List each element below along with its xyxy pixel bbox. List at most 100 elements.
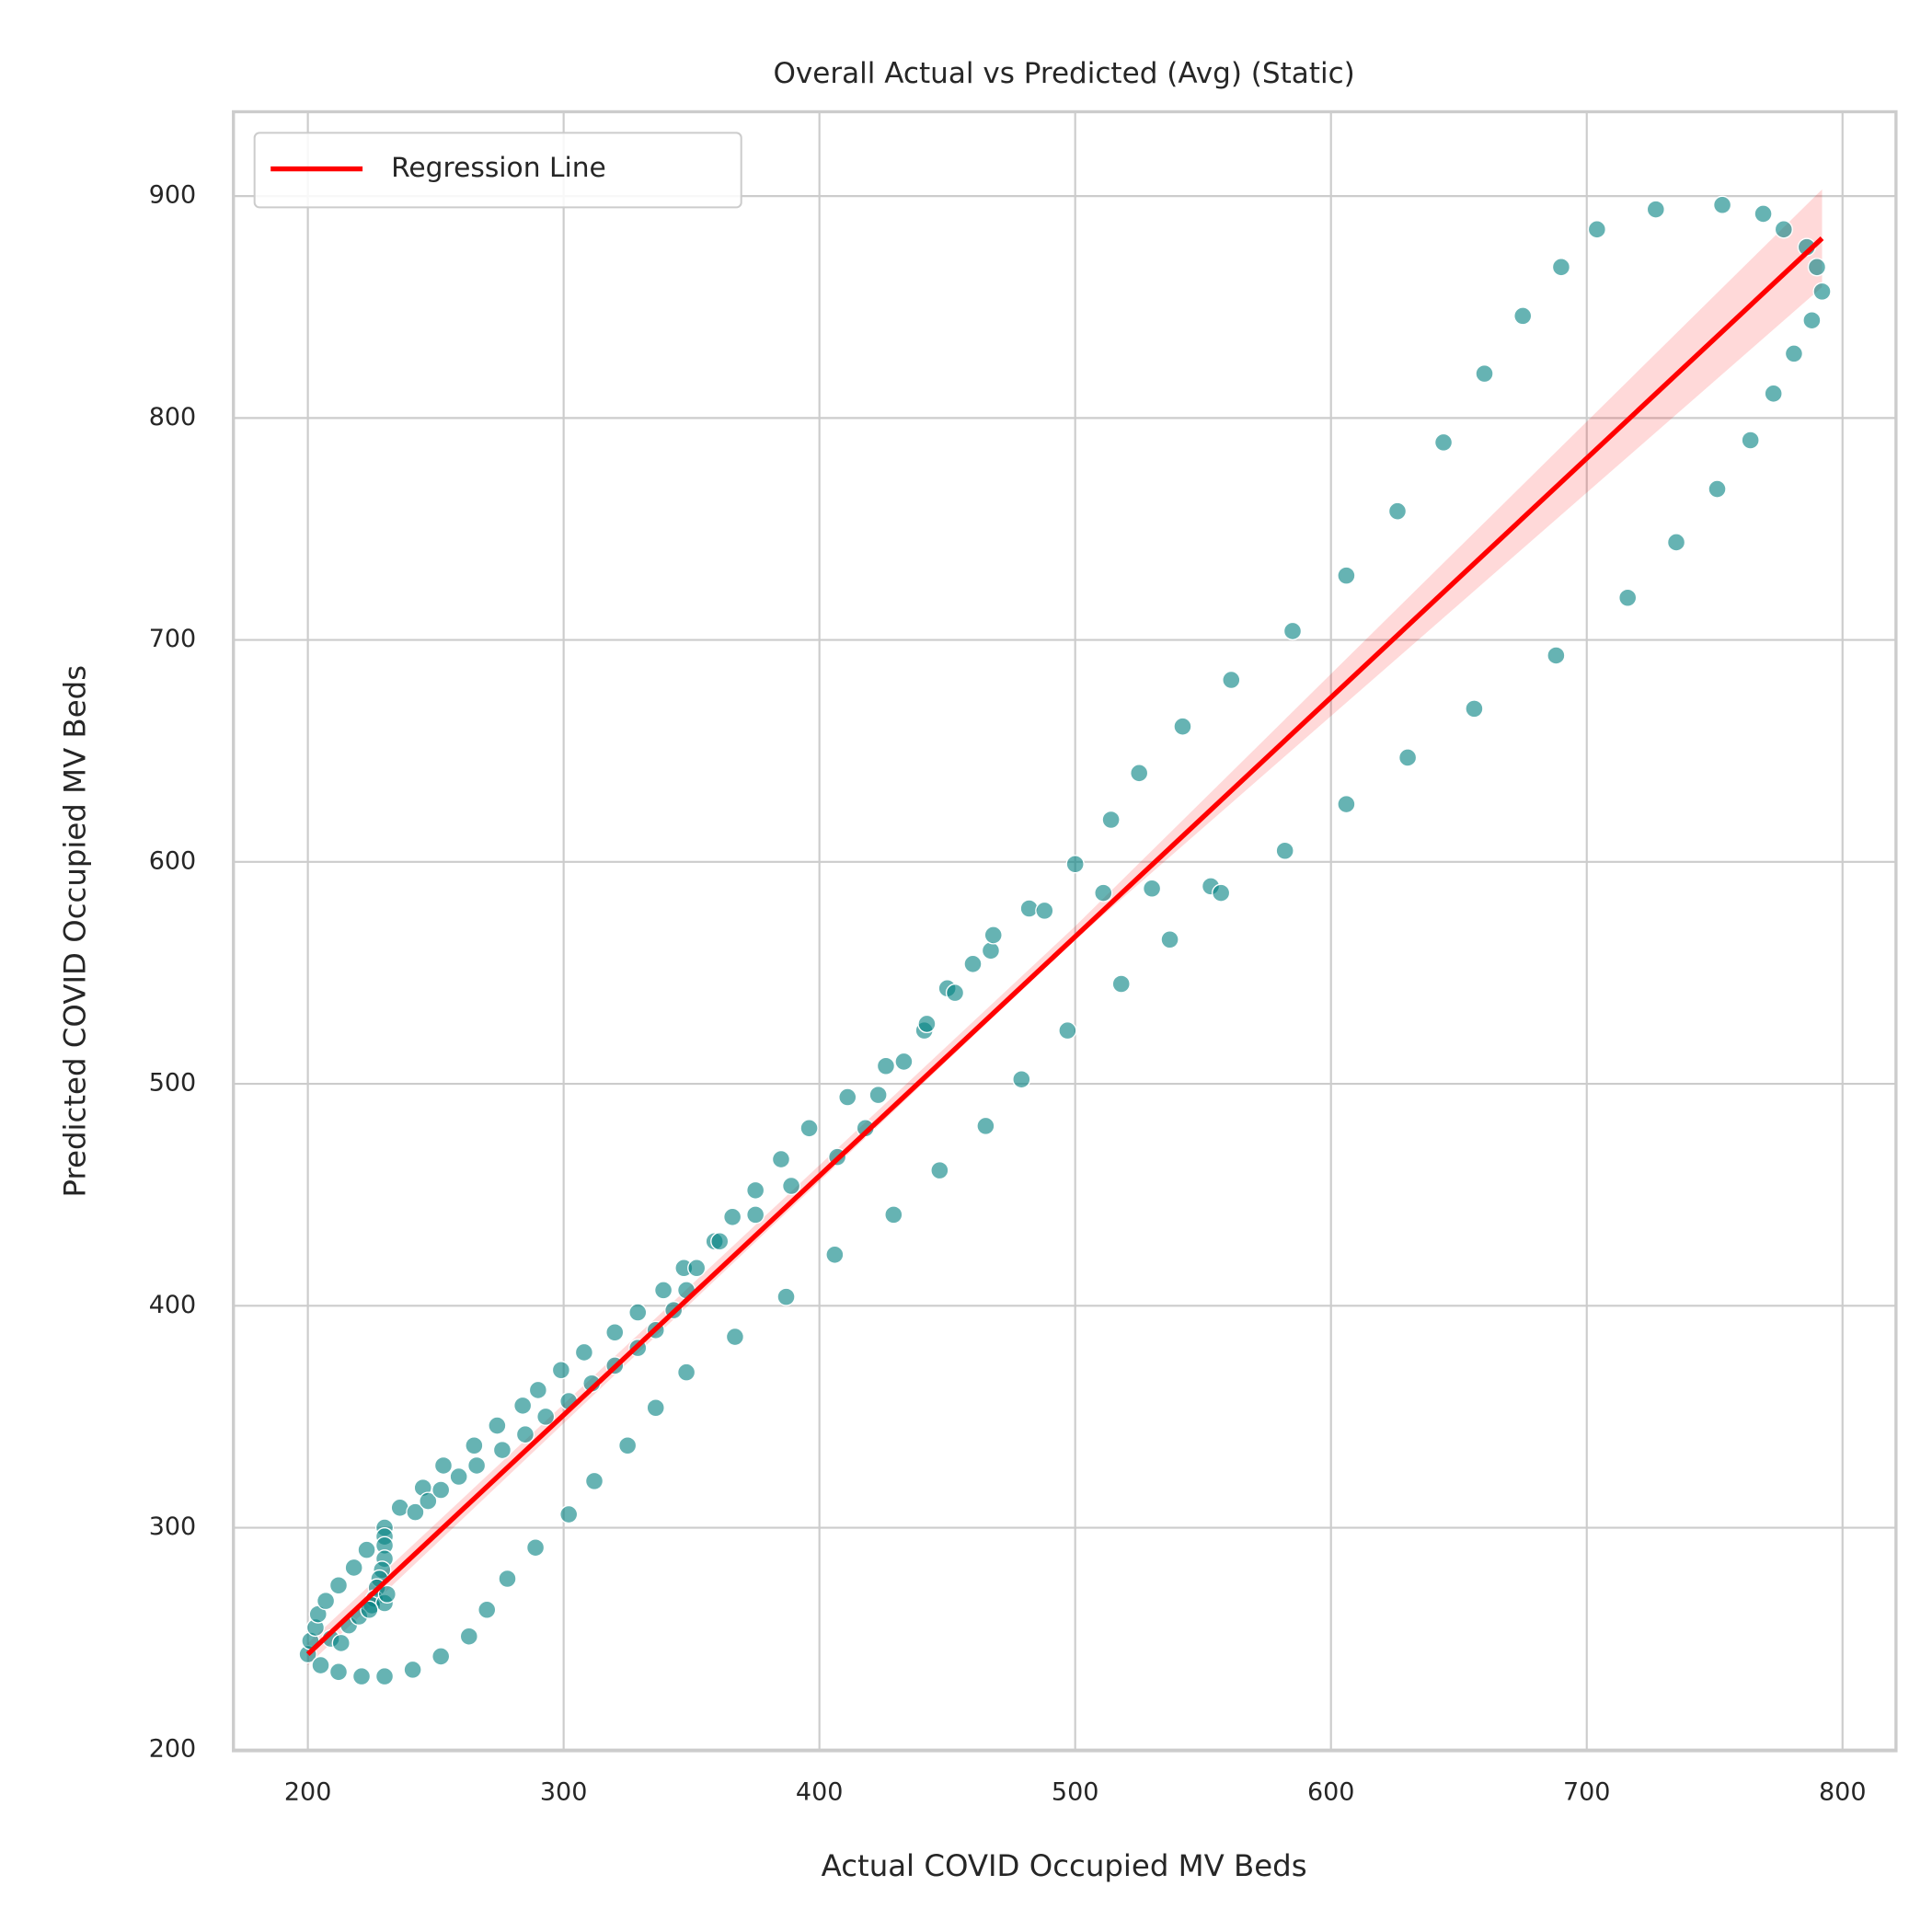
scatter-point [868, 1085, 888, 1105]
scatter-point [374, 1667, 395, 1686]
scatter-point [328, 1662, 349, 1682]
scatter-point [963, 954, 983, 973]
x-axis-label: Actual COVID Occupied MV Beds [822, 1848, 1307, 1883]
scatter-point [431, 1647, 451, 1666]
y-axis-label: Predicted COVID Occupied MV Beds [58, 665, 93, 1198]
marks [298, 189, 1832, 1686]
x-tick-label: 700 [1563, 1777, 1611, 1806]
scatter-point [488, 1416, 507, 1435]
scatter-point [945, 983, 965, 1003]
scatter-point [403, 1660, 422, 1680]
x-tick-label: 500 [1052, 1777, 1099, 1806]
y-tick-label: 700 [149, 625, 197, 653]
scatter-point [618, 1436, 638, 1455]
legend-label: Regression Line [391, 152, 606, 184]
scatter-point [1666, 533, 1686, 552]
scatter-point [781, 1176, 801, 1196]
scatter-point [1012, 1070, 1031, 1089]
plot-frame [232, 109, 1898, 1753]
scatter-point [1337, 794, 1356, 814]
scatter-point [1802, 311, 1822, 330]
y-tick-label: 800 [149, 403, 197, 431]
scatter-point [515, 1425, 535, 1444]
scatter-point [431, 1480, 451, 1500]
scatter-point [1646, 200, 1665, 219]
scatter-point [723, 1207, 742, 1226]
scatter-point [825, 1245, 845, 1264]
scatter-point [390, 1498, 409, 1517]
scatter-point [856, 1119, 875, 1138]
scatter-point [419, 1491, 438, 1511]
legend-box [253, 132, 742, 209]
scatter-point [477, 1600, 497, 1619]
scatter-point [1433, 432, 1454, 453]
y-tick-label: 300 [149, 1512, 197, 1541]
scatter-point [838, 1087, 857, 1107]
scatter-point [406, 1502, 425, 1522]
chart-title: Overall Actual vs Predicted (Avg) (Stati… [773, 57, 1354, 90]
scatter-point [894, 1052, 914, 1072]
scatter-point [646, 1398, 665, 1418]
scatter-point [344, 1558, 363, 1578]
scatter-point [876, 1056, 896, 1075]
scatter-point [983, 926, 1003, 945]
scatter-point [559, 1504, 579, 1524]
scatter-point [1764, 384, 1783, 403]
scatter-point [776, 1287, 796, 1306]
y-tick-label: 500 [149, 1069, 197, 1098]
scatter-point [1160, 930, 1179, 949]
scatter-point [1111, 974, 1131, 994]
scatter-point [981, 941, 1001, 960]
scatter-point [492, 1440, 512, 1460]
scatter-point [377, 1584, 397, 1604]
scatter-point [771, 1149, 791, 1169]
legend: Regression Line [253, 132, 742, 209]
scatter-point [1741, 431, 1760, 450]
scatter-point [1101, 810, 1121, 830]
x-tick-label: 600 [1307, 1777, 1355, 1806]
scatter-point [1058, 1021, 1077, 1041]
scatter-point [331, 1633, 351, 1653]
scatter-point [930, 1161, 949, 1180]
scatter-point [799, 1119, 819, 1138]
scatter-point [653, 1281, 673, 1300]
scatter-point [1337, 566, 1356, 585]
scatter-point [1465, 699, 1484, 719]
scatter-point [449, 1466, 468, 1487]
scatter-point [1812, 282, 1832, 301]
x-tick-label: 800 [1819, 1777, 1867, 1806]
scatter-point [1387, 501, 1408, 521]
scatter-point [574, 1342, 594, 1363]
scatter-point [1547, 646, 1566, 665]
scatter-point [1754, 204, 1773, 224]
scatter-point [1551, 258, 1571, 277]
scatter-point [536, 1407, 556, 1427]
y-tick-label: 600 [149, 846, 197, 875]
scatter-point [498, 1569, 517, 1589]
regression-line [305, 236, 1824, 1656]
scatter-point [465, 1436, 484, 1455]
scatter-point [746, 1180, 765, 1200]
scatter-point [551, 1361, 570, 1380]
x-tick-label: 300 [540, 1777, 588, 1806]
scatter-point [884, 1205, 903, 1225]
scatter-point [976, 1116, 995, 1136]
y-tick-label: 900 [149, 181, 197, 210]
scatter-point [1130, 764, 1149, 783]
scatter-point [917, 1014, 937, 1034]
scatter-point [1784, 344, 1804, 363]
scatter-point [1774, 220, 1793, 239]
scatter-point [1587, 220, 1606, 239]
scatter-point [1035, 901, 1054, 921]
scatter-point [687, 1259, 707, 1278]
scatter-point [525, 1538, 546, 1558]
scatter-point [459, 1627, 478, 1646]
scatter-point [1513, 306, 1533, 326]
scatter-point [351, 1667, 372, 1686]
scatter-point [357, 1540, 376, 1559]
scatter-point [746, 1205, 765, 1225]
scatter-point [513, 1396, 533, 1415]
y-tick-label: 400 [149, 1291, 197, 1319]
scatter-point [1065, 855, 1085, 874]
